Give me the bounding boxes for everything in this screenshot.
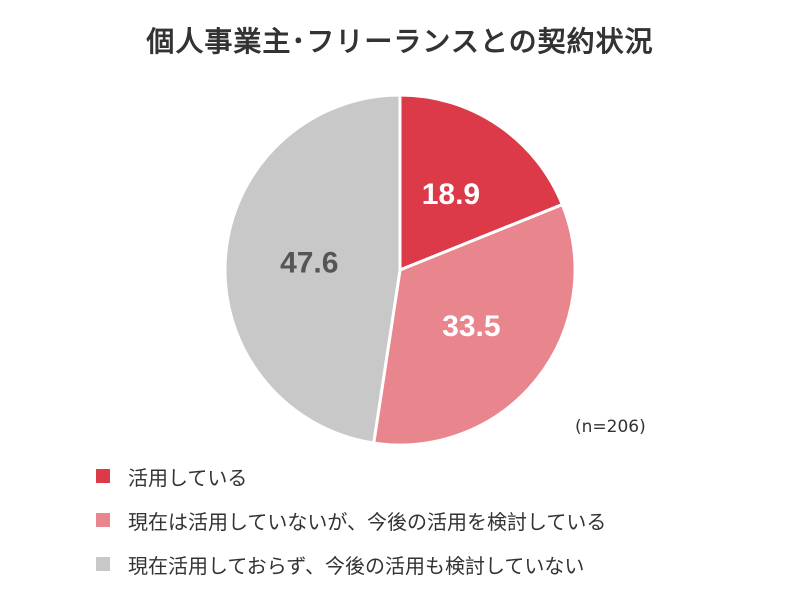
legend-swatch [96,557,110,571]
chart-title: 個人事業主･フリーランスとの契約状況 [146,25,654,58]
legend-item: 活用している [96,462,606,490]
legend: 活用している 現在は活用していないが、今後の活用を検討している 現在活用しておら… [96,462,606,594]
legend-label: 現在は活用していないが、今後の活用を検討している [128,509,607,534]
sample-size-note: (n=206) [575,417,646,437]
legend-swatch [96,513,110,527]
legend-swatch [96,469,110,483]
pie-slice [223,93,402,445]
legend-item: 現在は活用していないが、今後の活用を検討している [96,506,606,534]
slice-data-label: 18.9 [422,178,480,211]
slice-data-label: 33.5 [442,310,500,343]
legend-label: 現在活用しておらず、今後の活用も検討していない [128,553,585,578]
pie-slice [398,93,564,272]
pie-slice [372,203,577,447]
legend-label: 活用している [128,465,248,490]
slice-data-label: 47.6 [280,247,338,280]
legend-item: 現在活用しておらず、今後の活用も検討していない [96,550,606,578]
